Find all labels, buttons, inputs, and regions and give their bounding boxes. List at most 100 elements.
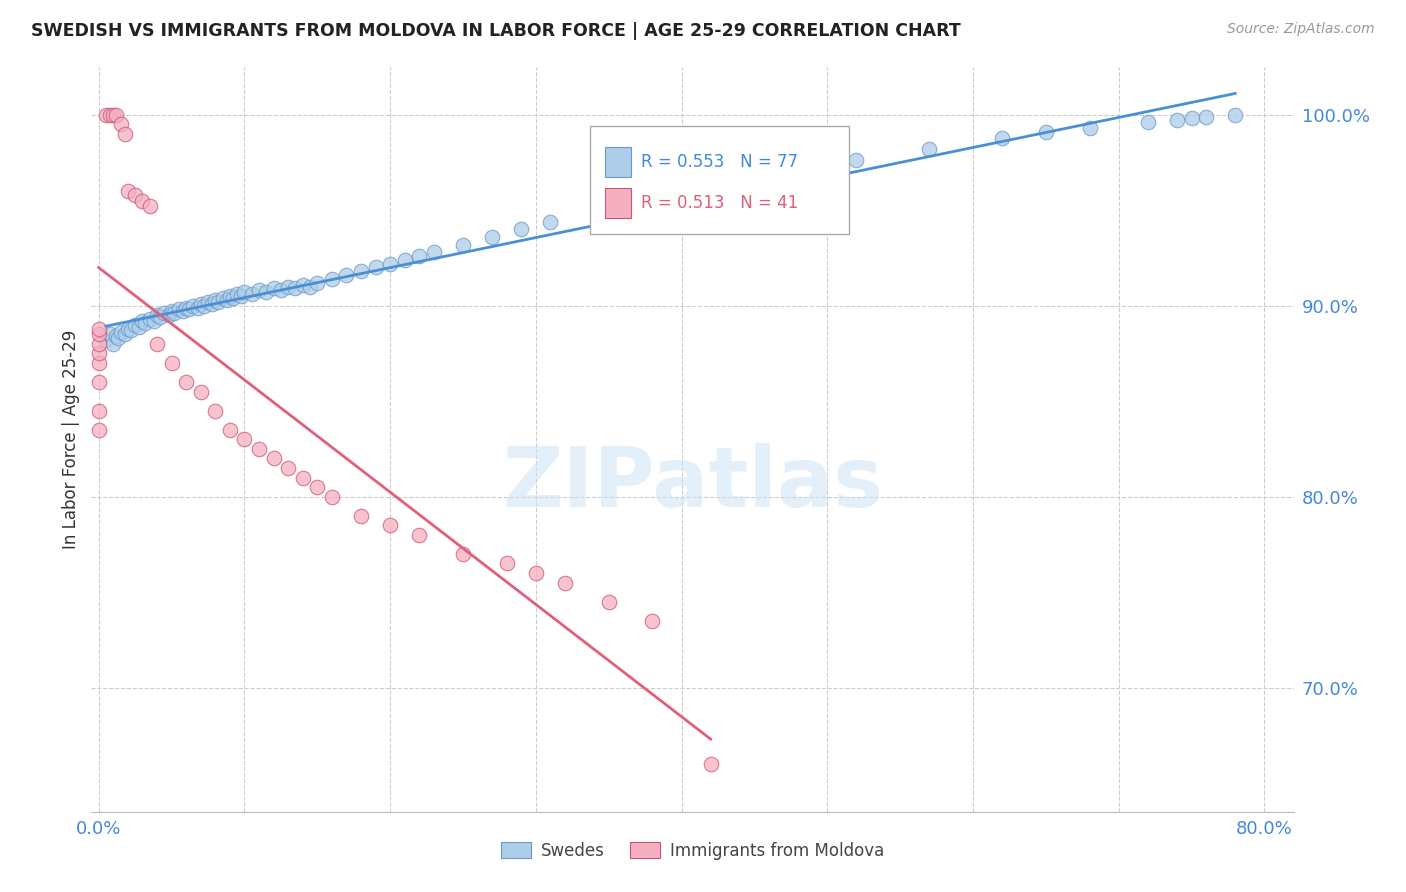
Point — [298, 279, 321, 293]
Point — [204, 293, 226, 307]
Point — [110, 326, 132, 340]
Text: Source: ZipAtlas.com: Source: ZipAtlas.com — [1227, 22, 1375, 37]
Point — [153, 306, 176, 320]
Text: R = 0.513   N = 41: R = 0.513 N = 41 — [641, 194, 799, 212]
Point — [146, 336, 169, 351]
Point — [641, 614, 664, 628]
Point — [201, 296, 224, 310]
Point — [918, 142, 941, 156]
Point — [193, 299, 215, 313]
Point — [174, 375, 197, 389]
Point — [263, 451, 285, 466]
Point — [87, 346, 110, 360]
Point — [177, 302, 200, 317]
Point — [554, 575, 576, 590]
Point — [233, 285, 256, 300]
Point — [124, 318, 146, 332]
Point — [247, 442, 270, 456]
Point — [87, 403, 110, 417]
Point — [204, 403, 226, 417]
Point — [277, 279, 299, 293]
Point — [87, 423, 110, 437]
Point — [157, 308, 180, 322]
Point — [538, 214, 561, 228]
Point — [105, 329, 128, 343]
Point — [87, 327, 110, 342]
FancyBboxPatch shape — [605, 147, 631, 178]
Point — [98, 327, 121, 342]
Point — [146, 308, 169, 322]
Point — [218, 423, 240, 437]
Point — [187, 301, 209, 315]
Point — [991, 130, 1014, 145]
Point — [87, 336, 110, 351]
Point — [335, 268, 357, 282]
Point — [207, 294, 229, 309]
Point — [160, 304, 183, 318]
Point — [167, 302, 190, 317]
Point — [233, 432, 256, 446]
Y-axis label: In Labor Force | Age 25-29: In Labor Force | Age 25-29 — [62, 330, 80, 549]
Point — [172, 304, 194, 318]
Point — [451, 237, 474, 252]
Point — [350, 508, 373, 523]
Point — [270, 283, 292, 297]
Point — [758, 169, 780, 183]
Point — [149, 310, 172, 324]
Point — [94, 333, 117, 347]
Point — [117, 321, 139, 335]
Text: SWEDISH VS IMMIGRANTS FROM MOLDOVA IN LABOR FORCE | AGE 25-29 CORRELATION CHART: SWEDISH VS IMMIGRANTS FROM MOLDOVA IN LA… — [31, 22, 960, 40]
Point — [211, 291, 233, 305]
Point — [1166, 113, 1188, 128]
Point — [226, 287, 249, 301]
Point — [394, 252, 416, 267]
Point — [222, 291, 245, 305]
Point — [143, 314, 166, 328]
Point — [163, 306, 186, 320]
Point — [321, 272, 343, 286]
Point — [103, 336, 125, 351]
Point — [321, 490, 343, 504]
Point — [378, 518, 401, 533]
Point — [1180, 112, 1202, 126]
Point — [231, 289, 253, 303]
Point — [94, 108, 117, 122]
Point — [131, 314, 153, 328]
Point — [277, 461, 299, 475]
Point — [183, 299, 205, 313]
Point — [291, 470, 314, 484]
Point — [451, 547, 474, 561]
Point — [138, 199, 160, 213]
Point — [1225, 108, 1247, 122]
Point — [495, 557, 517, 571]
Point — [378, 257, 401, 271]
Point — [291, 277, 314, 292]
Point — [815, 157, 838, 171]
Point — [254, 285, 277, 300]
Text: ZIPatlas: ZIPatlas — [502, 443, 883, 524]
Point — [103, 108, 125, 122]
Point — [307, 480, 329, 494]
FancyBboxPatch shape — [605, 188, 631, 219]
Point — [284, 281, 307, 295]
Point — [131, 194, 153, 208]
Point — [107, 331, 129, 345]
Point — [350, 264, 373, 278]
Point — [699, 756, 721, 771]
Text: R = 0.553   N = 77: R = 0.553 N = 77 — [641, 153, 797, 171]
Point — [117, 184, 139, 198]
Point — [215, 293, 238, 307]
Point — [87, 356, 110, 370]
Point — [114, 327, 136, 342]
Point — [364, 260, 387, 275]
Point — [1136, 115, 1159, 129]
Point — [408, 249, 430, 263]
Point — [197, 294, 219, 309]
Point — [598, 594, 620, 608]
Point — [190, 384, 212, 399]
Point — [105, 108, 128, 122]
Point — [307, 276, 329, 290]
Point — [408, 528, 430, 542]
Point — [190, 296, 212, 310]
Point — [110, 117, 132, 131]
